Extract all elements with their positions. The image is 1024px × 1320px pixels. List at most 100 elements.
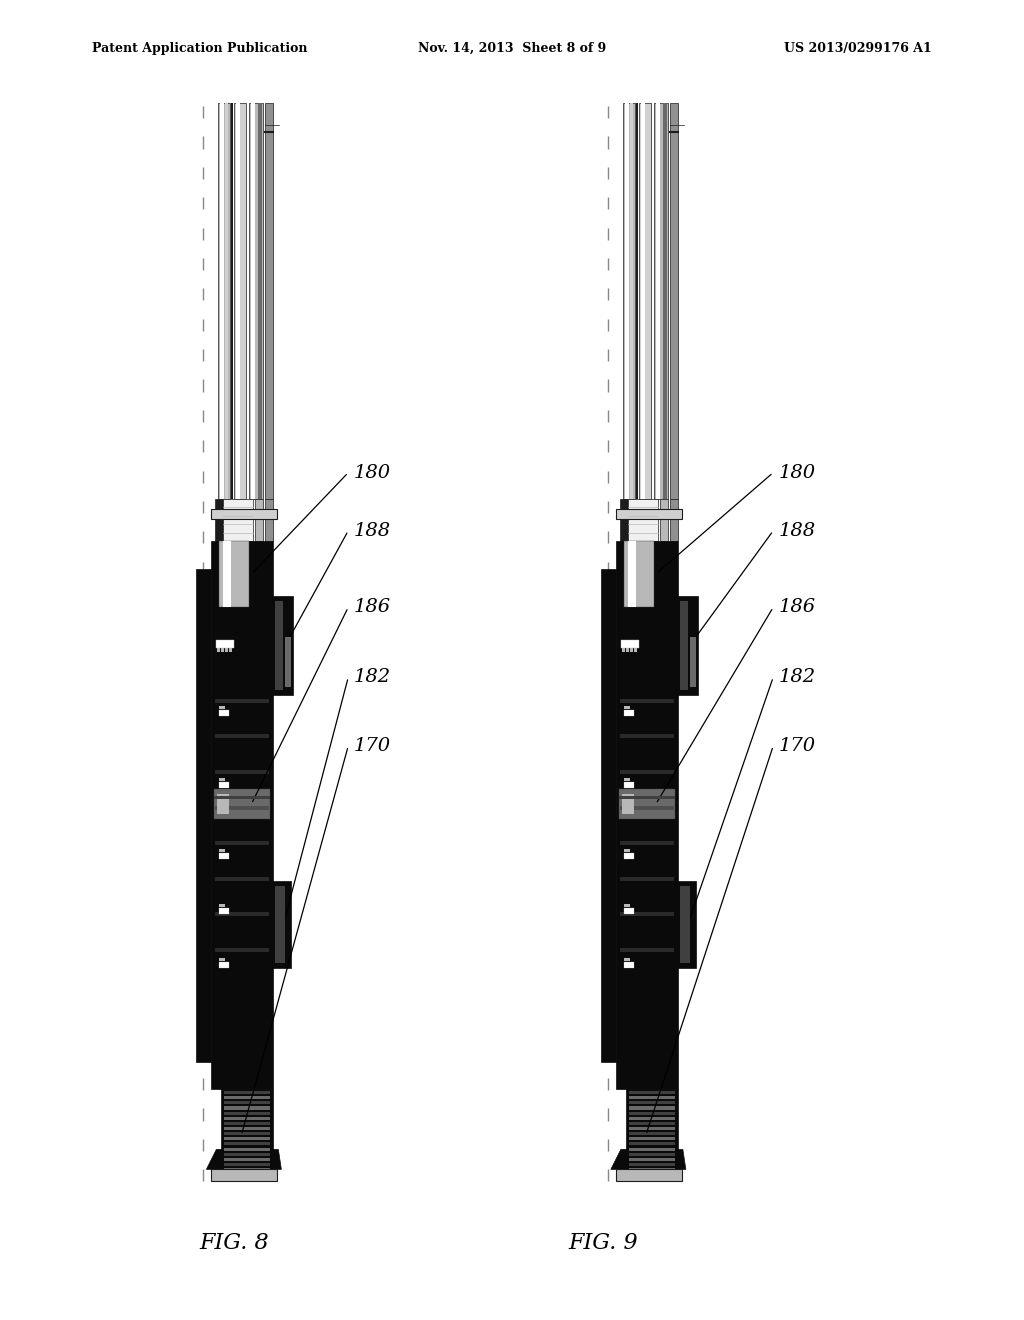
Bar xyxy=(224,1092,270,1094)
Bar xyxy=(216,640,234,648)
Bar xyxy=(271,880,292,969)
Bar xyxy=(621,640,639,648)
Bar xyxy=(620,698,674,702)
Text: 182: 182 xyxy=(353,668,390,686)
Bar xyxy=(629,1092,675,1094)
Bar xyxy=(224,1168,270,1171)
Bar xyxy=(628,499,657,541)
Bar xyxy=(620,948,674,952)
Bar xyxy=(629,1096,675,1100)
Bar xyxy=(624,781,634,788)
Bar xyxy=(251,103,255,499)
Bar xyxy=(265,499,273,541)
Bar xyxy=(217,795,229,814)
Bar xyxy=(237,103,241,499)
Bar xyxy=(221,1089,273,1181)
Bar xyxy=(622,648,625,652)
Bar xyxy=(219,541,250,607)
Bar xyxy=(620,499,628,541)
Bar xyxy=(659,499,668,541)
Bar xyxy=(629,1168,675,1171)
Bar xyxy=(629,1152,675,1156)
Bar xyxy=(624,777,630,780)
Bar xyxy=(224,1142,270,1146)
Bar xyxy=(615,541,678,1089)
Bar xyxy=(624,541,654,607)
Text: 180: 180 xyxy=(778,463,815,482)
Bar xyxy=(215,499,223,541)
Bar xyxy=(624,706,630,709)
Bar xyxy=(215,734,269,738)
Bar xyxy=(629,1147,675,1151)
Bar xyxy=(625,103,629,499)
Bar xyxy=(197,569,211,1061)
Bar xyxy=(225,103,228,499)
Bar xyxy=(219,706,225,709)
Bar xyxy=(224,1158,270,1160)
Bar xyxy=(224,1173,270,1176)
Bar xyxy=(275,886,286,964)
Text: 188: 188 xyxy=(353,521,390,540)
Bar xyxy=(211,541,273,1089)
Bar xyxy=(620,770,674,774)
Bar xyxy=(219,962,229,969)
Bar xyxy=(215,770,269,774)
Bar xyxy=(670,103,678,499)
Bar xyxy=(225,648,228,652)
Polygon shape xyxy=(611,1150,686,1170)
Bar xyxy=(624,958,630,961)
Bar xyxy=(629,1158,675,1160)
Bar xyxy=(275,601,284,689)
Text: 186: 186 xyxy=(353,598,390,616)
Bar xyxy=(219,958,225,961)
Bar xyxy=(676,880,696,969)
Bar xyxy=(615,508,682,519)
Bar xyxy=(219,853,229,859)
Bar xyxy=(623,103,635,499)
Bar xyxy=(630,103,633,499)
Bar xyxy=(655,103,659,499)
Bar xyxy=(224,1147,270,1151)
Bar xyxy=(620,841,674,845)
Bar xyxy=(265,103,273,499)
Bar xyxy=(620,734,674,738)
Bar xyxy=(221,648,224,652)
Bar xyxy=(629,1101,675,1105)
Bar xyxy=(224,1138,270,1140)
Bar xyxy=(624,904,630,907)
Bar xyxy=(629,1127,675,1130)
Bar xyxy=(234,103,247,499)
Bar xyxy=(224,1096,270,1100)
Text: 188: 188 xyxy=(778,521,815,540)
Bar xyxy=(630,648,633,652)
Bar xyxy=(626,648,629,652)
Bar xyxy=(231,103,233,499)
Bar xyxy=(620,912,674,916)
Bar xyxy=(224,1133,270,1135)
Bar xyxy=(618,789,675,820)
Bar xyxy=(629,1142,675,1146)
Bar xyxy=(223,541,231,607)
Bar xyxy=(217,648,220,652)
Bar xyxy=(224,1117,270,1119)
Bar xyxy=(629,1173,675,1176)
Bar xyxy=(629,1111,675,1114)
Bar xyxy=(629,1179,675,1181)
Bar xyxy=(636,103,638,499)
Bar xyxy=(219,849,225,851)
Bar xyxy=(211,1170,278,1181)
Bar xyxy=(601,569,615,1061)
Bar xyxy=(624,908,634,913)
Text: 170: 170 xyxy=(778,737,815,755)
Bar xyxy=(223,499,253,541)
Text: Nov. 14, 2013  Sheet 8 of 9: Nov. 14, 2013 Sheet 8 of 9 xyxy=(418,42,606,55)
Text: FIG. 8: FIG. 8 xyxy=(200,1233,269,1254)
Bar xyxy=(219,904,225,907)
Bar xyxy=(629,1117,675,1119)
Bar xyxy=(215,876,269,880)
Bar xyxy=(224,1152,270,1156)
Bar xyxy=(255,499,263,541)
Bar xyxy=(211,508,278,519)
Bar xyxy=(622,795,634,814)
Bar xyxy=(624,853,634,859)
